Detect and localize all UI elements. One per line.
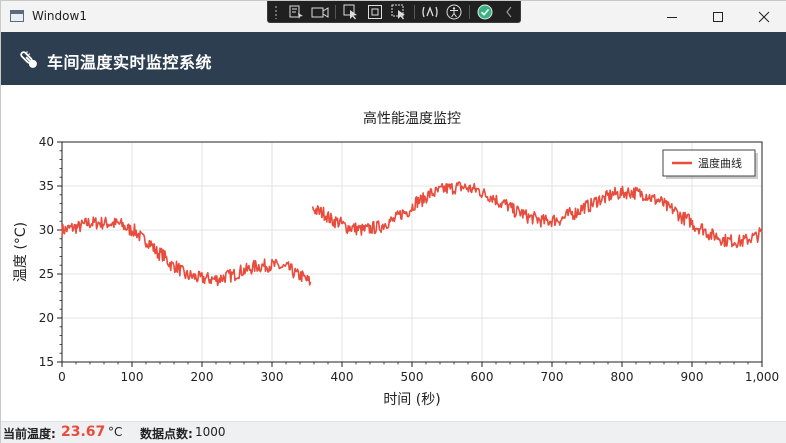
x-axis-label: 时间 (秒) xyxy=(383,392,440,408)
pointer-icon xyxy=(343,4,357,19)
temperature-series-line xyxy=(311,181,763,249)
minimize-icon xyxy=(667,16,677,18)
select-element-button[interactable] xyxy=(285,3,306,21)
chart-title: 高性能温度监控 xyxy=(363,110,461,127)
y-axis-label: 温度 (°C) xyxy=(13,222,29,282)
x-axis-ticks: 0 100 200 300 400 500 600 700 800 900 1,000 xyxy=(58,370,779,384)
window-icon xyxy=(10,10,24,22)
x-tick-label: 900 xyxy=(681,370,704,384)
maximize-button[interactable] xyxy=(695,1,741,32)
x-tick-label: 0 xyxy=(58,370,66,384)
legend-box xyxy=(662,149,756,177)
current-temp-label: 当前温度: xyxy=(3,427,56,441)
temperature-series-line xyxy=(61,216,312,287)
select-element-icon xyxy=(289,5,303,19)
x-tick-label: 600 xyxy=(471,370,494,384)
x-tick-label: 800 xyxy=(611,370,634,384)
thermometer-icon xyxy=(20,51,37,68)
y-tick-label: 30 xyxy=(39,223,54,237)
y-tick-label: 25 xyxy=(39,267,54,281)
toolbar-grip[interactable] xyxy=(274,4,278,19)
page-title: 车间温度实时监控系统 xyxy=(47,53,213,72)
close-button[interactable] xyxy=(741,1,786,32)
y-tick-label: 20 xyxy=(39,311,54,325)
collapse-toolbar-button[interactable] xyxy=(499,3,520,21)
video-icon xyxy=(311,6,329,18)
app-header: 车间温度实时监控系统 xyxy=(1,32,786,85)
chart-grid xyxy=(62,142,762,362)
window-title: Window1 xyxy=(32,9,87,23)
x-tick-label: 400 xyxy=(331,370,354,384)
status-bar: 当前温度: 23.67 °C 数据点数: 1000 xyxy=(1,421,786,443)
track-focus-icon xyxy=(391,4,406,19)
debug-toolbar xyxy=(267,1,521,23)
maximize-icon xyxy=(713,11,723,22)
data-points-label: 数据点数: xyxy=(140,427,193,441)
binding-icon xyxy=(422,5,438,17)
x-tick-label: 500 xyxy=(401,370,424,384)
check-button[interactable] xyxy=(474,3,495,21)
temp-unit: °C xyxy=(108,425,123,439)
track-focus-button[interactable] xyxy=(389,3,410,21)
current-temp-value: 23.67 xyxy=(61,424,106,440)
frame-icon xyxy=(368,4,383,19)
frame-button[interactable] xyxy=(364,3,385,21)
close-icon xyxy=(758,11,770,22)
y-tick-label: 35 xyxy=(39,179,54,193)
y-axis-ticks: 15 20 25 30 35 40 xyxy=(39,135,54,369)
chart-panel[interactable]: 高性能温度监控 0 100 200 300 400 500 600 700 800 900 1,00… xyxy=(1,85,786,421)
x-tick-label: 100 xyxy=(121,370,144,384)
y-tick-label: 15 xyxy=(39,355,54,369)
toolbar-separator xyxy=(334,4,336,19)
x-tick-label: 300 xyxy=(261,370,284,384)
chart-legend[interactable]: 温度曲线 xyxy=(662,149,758,179)
series-layer xyxy=(61,181,763,287)
x-tick-label: 200 xyxy=(191,370,214,384)
minor-ticks xyxy=(57,141,763,367)
binding-button[interactable] xyxy=(419,3,440,21)
collapse-icon xyxy=(506,6,512,17)
accessibility-button[interactable] xyxy=(444,3,465,21)
minimize-button[interactable] xyxy=(649,1,695,32)
temperature-chart[interactable]: 高性能温度监控 0 100 200 300 400 500 600 700 800 900 1,00… xyxy=(1,85,786,421)
y-tick-label: 40 xyxy=(39,135,54,149)
pointer-button[interactable] xyxy=(340,3,361,21)
toolbar-separator xyxy=(414,4,416,19)
data-points-value: 1000 xyxy=(195,425,226,439)
x-tick-label: 700 xyxy=(541,370,564,384)
check-icon xyxy=(477,4,493,19)
x-tick-label: 1,000 xyxy=(745,370,779,384)
legend-label: 温度曲线 xyxy=(698,156,742,170)
video-button[interactable] xyxy=(309,3,330,21)
accessibility-icon xyxy=(446,4,462,19)
toolbar-separator xyxy=(469,4,471,19)
